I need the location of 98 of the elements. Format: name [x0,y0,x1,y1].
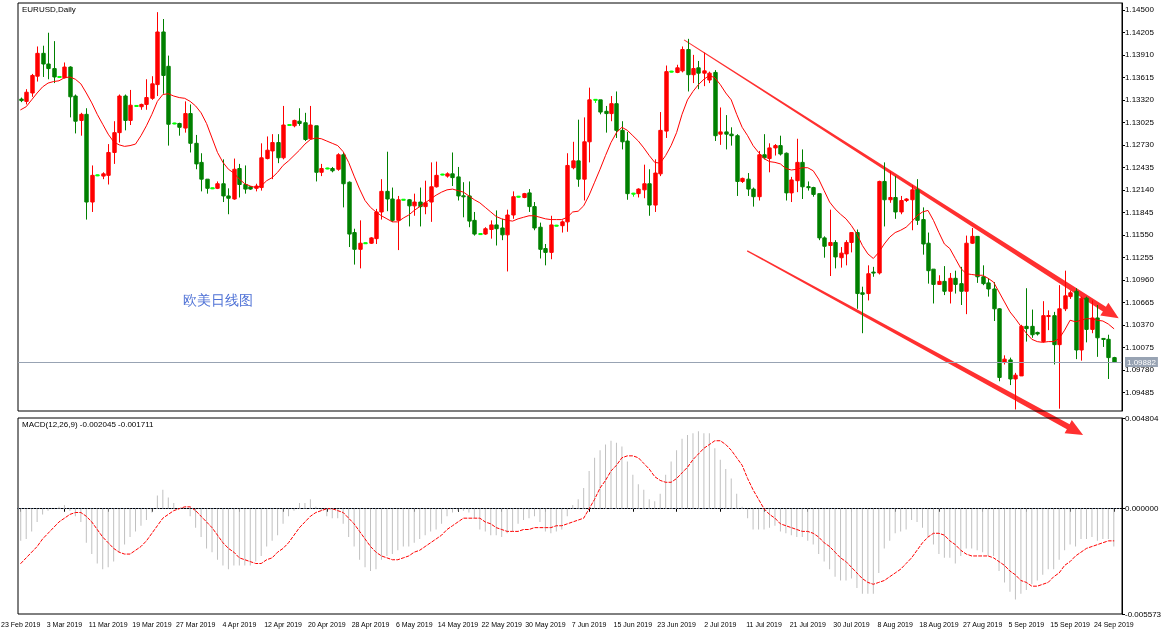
y-tick-label: -0.005573 [1125,609,1162,619]
candlestick [1008,357,1013,386]
y-tick-label: 1.12435 [1125,162,1155,172]
candlestick [440,173,445,176]
candlestick [276,133,281,164]
candlestick [762,133,767,160]
candlestick [888,171,893,204]
y-tick-label: 1.11255 [1125,252,1154,262]
candlestick [893,175,898,220]
candlestick [128,89,133,126]
candlestick [412,193,417,217]
candlestick [401,198,406,202]
candlestick [445,171,450,179]
candlestick [882,161,887,227]
candlestick [691,54,696,84]
candlestick [1095,304,1100,358]
candlestick [287,123,292,127]
candlestick [554,224,559,227]
y-tick-label: 1.09485 [1125,387,1155,397]
candlestick [396,195,401,251]
y-tick-label: 1.11845 [1125,207,1154,217]
candlestick [123,94,128,131]
candlestick [1084,296,1089,343]
candlestick [948,272,953,304]
candlestick [647,168,652,217]
candlestick [95,174,100,177]
y-tick-label: 1.10665 [1125,297,1155,307]
candlestick [631,192,636,198]
candlestick [19,97,24,103]
y-tick-label: 1.11550 [1125,230,1154,240]
candlestick [210,187,215,190]
y-tick-label: 1.13910 [1125,50,1155,60]
y-tick-label: 1.13615 [1125,72,1155,82]
candlestick [363,241,368,245]
y-tick-label: 1.12140 [1125,185,1155,195]
candlestick [232,158,237,201]
candlestick [522,192,527,199]
candlestick [308,105,313,141]
candlestick [942,265,947,296]
line-series [20,440,1115,587]
candlestick [84,107,89,221]
y-tick-label: 1.14205 [1125,27,1155,37]
candlestick [215,180,220,190]
y-tick-label: 1.09780 [1125,365,1155,375]
annotation: 欧美日线图 [183,292,254,309]
y-tick-label: 1.10075 [1125,342,1155,352]
candlestick [696,60,701,90]
candlestick [669,70,674,73]
candlestick [686,38,691,92]
candlestick [1074,287,1079,360]
ref-line-label: 1.09882 [1127,357,1157,367]
candlestick [1090,299,1095,334]
candlestick [516,195,521,198]
candlestick [418,187,423,227]
candlestick [325,167,330,170]
candlestick [937,274,942,285]
candlestick [478,232,483,236]
y-tick-label: 1.13025 [1125,117,1155,127]
candlestick [281,105,286,160]
candlestick [593,98,598,104]
candlestick [740,177,745,184]
chart-title: MACD(12,26,9) -0.002045 -0.001711 [22,419,155,429]
candlestick [90,164,95,213]
candlestick [828,209,833,277]
candlestick [609,95,614,122]
candlestick [57,75,62,79]
candlestick [1052,311,1057,365]
y-tick-label: 1.13320 [1125,95,1155,105]
y-tick-label: 1.14500 [1125,5,1155,15]
candlestick [358,219,363,269]
candlestick [1002,354,1007,365]
candlestick [183,100,188,134]
candlestick [871,266,876,278]
y-tick-label: 1.10960 [1125,275,1155,285]
candlestick [319,163,324,177]
y-tick-label: 1.12730 [1125,140,1155,150]
y-tick-label: 1.10370 [1125,320,1155,330]
candlestick [833,239,838,269]
candlestick [314,125,319,182]
candlestick [79,112,84,137]
candlestick [177,122,182,137]
y-tick-label: 0.004804 [1125,413,1159,423]
candlestick [757,150,762,202]
candlestick [866,264,871,301]
y-tick-label: 0.000000 [1125,504,1159,514]
candlestick [336,152,341,172]
candlestick [877,180,882,275]
candlestick [614,90,619,139]
candlestick [407,198,412,227]
candlestick [576,119,581,188]
candlestick [330,166,335,173]
candlestick [549,215,554,260]
candlestick [292,119,297,128]
chart-title: EURUSD,Daily [22,4,76,14]
candlestick [713,69,718,142]
candlestick [172,122,177,125]
candlestick [134,104,139,108]
candlestick [718,106,723,146]
